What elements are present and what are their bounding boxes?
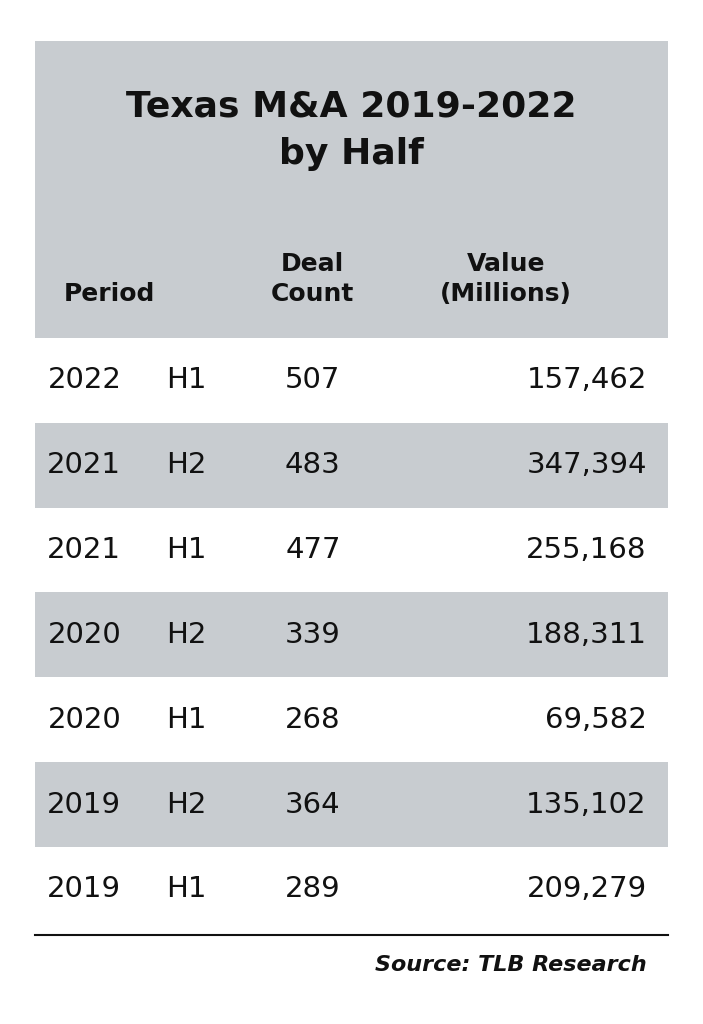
Text: Value
(Millions): Value (Millions) — [440, 252, 572, 306]
Text: 209,279: 209,279 — [527, 876, 647, 903]
Text: 268: 268 — [285, 706, 341, 734]
Text: 255,168: 255,168 — [527, 536, 647, 564]
Text: H2: H2 — [166, 791, 207, 818]
Text: 2022: 2022 — [47, 367, 122, 394]
Text: Period: Period — [63, 283, 155, 306]
Text: H1: H1 — [166, 706, 207, 734]
Text: 2019: 2019 — [47, 876, 122, 903]
Text: H1: H1 — [166, 536, 207, 564]
Text: 507: 507 — [285, 367, 340, 394]
Text: 157,462: 157,462 — [527, 367, 647, 394]
Text: 2020: 2020 — [48, 706, 121, 734]
Text: H1: H1 — [166, 876, 207, 903]
Text: H1: H1 — [166, 367, 207, 394]
Text: 135,102: 135,102 — [527, 791, 647, 818]
Text: 2019: 2019 — [47, 791, 122, 818]
Text: Deal
Count: Deal Count — [271, 252, 354, 306]
Text: H2: H2 — [166, 452, 207, 479]
Text: 477: 477 — [285, 536, 340, 564]
Bar — [35, 338, 668, 423]
Text: 483: 483 — [285, 452, 341, 479]
Bar — [35, 677, 668, 762]
Text: 2021: 2021 — [47, 452, 122, 479]
Text: 188,311: 188,311 — [526, 621, 647, 649]
Text: 347,394: 347,394 — [527, 452, 647, 479]
Bar — [35, 508, 668, 593]
Text: 69,582: 69,582 — [545, 706, 647, 734]
Text: 2020: 2020 — [48, 621, 121, 649]
Text: Texas M&A 2019-2022
by Half: Texas M&A 2019-2022 by Half — [127, 90, 576, 171]
Bar — [35, 847, 668, 932]
Text: 364: 364 — [285, 791, 341, 818]
Text: 2021: 2021 — [47, 536, 122, 564]
Text: H2: H2 — [166, 621, 207, 649]
Text: Source: TLB Research: Source: TLB Research — [375, 955, 647, 975]
Text: 339: 339 — [285, 621, 341, 649]
Text: 289: 289 — [285, 876, 341, 903]
Bar — [35, 41, 668, 932]
